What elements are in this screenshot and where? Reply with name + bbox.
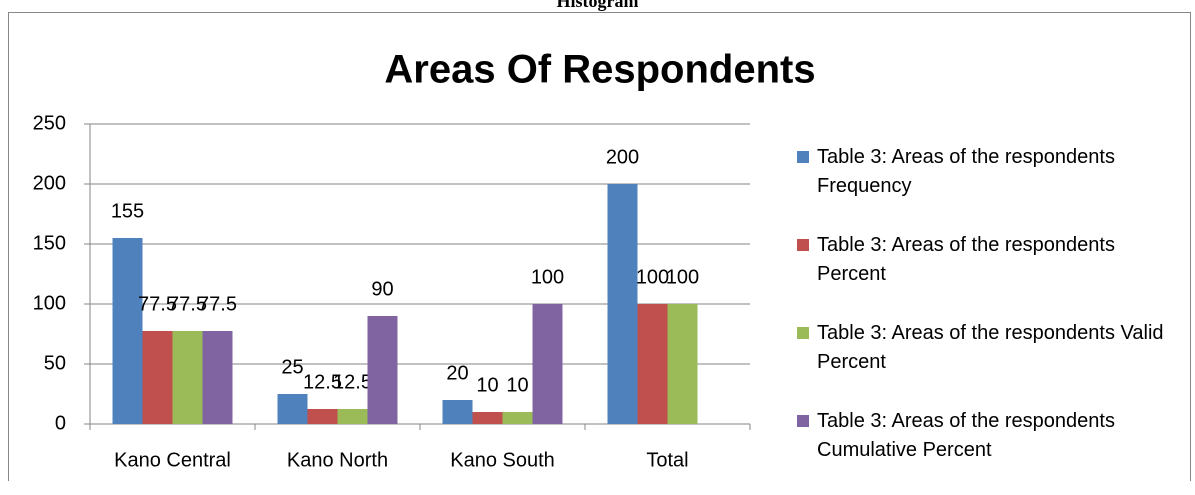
y-tick-label: 250 bbox=[33, 112, 66, 134]
x-tick-label: Kano Central bbox=[114, 449, 231, 471]
chart-frame bbox=[8, 12, 1191, 481]
legend-swatch bbox=[797, 327, 809, 339]
data-label: 12.5 bbox=[303, 371, 342, 393]
data-label: 77.5 bbox=[198, 293, 237, 315]
bar bbox=[202, 331, 233, 424]
data-label: 200 bbox=[606, 146, 639, 168]
y-tick-label: 150 bbox=[33, 232, 66, 254]
y-tick-label: 200 bbox=[33, 172, 66, 194]
chart-title: Areas Of Respondents bbox=[384, 48, 815, 92]
bar bbox=[442, 400, 473, 424]
bar bbox=[532, 304, 563, 424]
data-label: 10 bbox=[476, 374, 498, 396]
legend-item: Table 3: Areas of the respondents Cumula… bbox=[797, 407, 1177, 495]
legend-label: Table 3: Areas of the respondents Freque… bbox=[817, 146, 1115, 197]
data-label: 12.5 bbox=[333, 371, 372, 393]
page: {"heading": "Histogram", "chart_data": {… bbox=[8, 0, 1191, 481]
x-tick-label: Kano South bbox=[450, 449, 555, 471]
x-tick-label: Kano North bbox=[287, 449, 388, 471]
data-label: 100 bbox=[666, 266, 699, 288]
bar bbox=[112, 238, 143, 424]
data-label: 25 bbox=[281, 356, 303, 378]
data-label: 100 bbox=[636, 266, 669, 288]
data-label: 20 bbox=[446, 362, 468, 384]
legend: Table 3: Areas of the respondents Freque… bbox=[797, 143, 1177, 495]
data-label: 100 bbox=[531, 266, 564, 288]
legend-swatch bbox=[797, 415, 809, 427]
bar bbox=[337, 409, 368, 424]
bar bbox=[637, 304, 668, 424]
y-tick-label: 0 bbox=[55, 412, 66, 434]
legend-label: Table 3: Areas of the respondents Cumula… bbox=[817, 410, 1115, 461]
bar bbox=[502, 412, 533, 424]
bar bbox=[472, 412, 503, 424]
bar bbox=[367, 316, 398, 424]
data-label: 10 bbox=[506, 374, 528, 396]
y-tick-label: 50 bbox=[44, 352, 66, 374]
data-label: 77.5 bbox=[168, 293, 207, 315]
legend-swatch bbox=[797, 239, 809, 251]
bar bbox=[607, 184, 638, 424]
y-tick-label: 100 bbox=[33, 292, 66, 314]
data-label: 77.5 bbox=[138, 293, 177, 315]
bar bbox=[667, 304, 698, 424]
legend-label: Table 3: Areas of the respondents Percen… bbox=[817, 234, 1115, 285]
legend-item: Table 3: Areas of the respondents Valid … bbox=[797, 319, 1177, 407]
bar bbox=[142, 331, 173, 424]
data-label: 155 bbox=[111, 200, 144, 222]
bar bbox=[307, 409, 338, 424]
legend-swatch bbox=[797, 151, 809, 163]
legend-item: Table 3: Areas of the respondents Freque… bbox=[797, 143, 1177, 231]
x-tick-label: Total bbox=[646, 449, 688, 471]
bar bbox=[277, 394, 308, 424]
bar bbox=[172, 331, 203, 424]
chart: Areas Of Respondents 0 50 100 150 200 250 Kano… bbox=[8, 12, 1191, 481]
data-label: 90 bbox=[371, 278, 393, 300]
legend-label: Table 3: Areas of the respondents Valid … bbox=[817, 322, 1164, 373]
legend-item: Table 3: Areas of the respondents Percen… bbox=[797, 231, 1177, 319]
heading: Histogram bbox=[556, 0, 639, 11]
